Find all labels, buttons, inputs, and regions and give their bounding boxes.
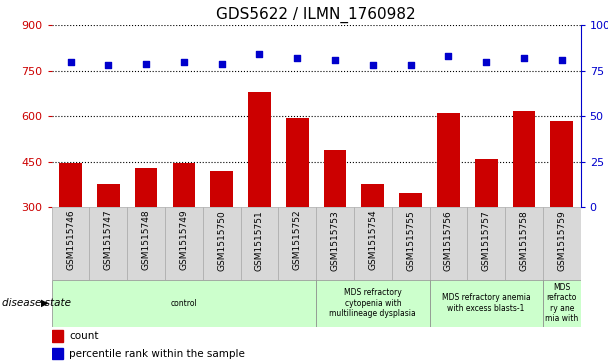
Bar [97, 184, 120, 207]
Text: GSM1515750: GSM1515750 [217, 210, 226, 270]
FancyBboxPatch shape [543, 280, 581, 327]
Bar [286, 118, 309, 207]
Point [179, 59, 188, 65]
FancyBboxPatch shape [354, 207, 392, 280]
Text: control: control [171, 299, 197, 307]
Text: GSM1515752: GSM1515752 [293, 210, 302, 270]
Text: GSM1515759: GSM1515759 [558, 210, 566, 270]
Point [217, 61, 227, 66]
FancyBboxPatch shape [392, 207, 429, 280]
Text: MDS refractory
cytopenia with
multilineage dysplasia: MDS refractory cytopenia with multilinea… [330, 288, 416, 318]
FancyBboxPatch shape [52, 207, 89, 280]
Text: GSM1515754: GSM1515754 [368, 210, 378, 270]
Point [368, 62, 378, 68]
Bar [173, 163, 195, 207]
Text: count: count [69, 331, 98, 341]
Bar [248, 92, 271, 207]
Point [103, 62, 113, 68]
Bar [437, 113, 460, 207]
Bar [59, 163, 82, 207]
Text: ▶: ▶ [41, 298, 48, 308]
Bar [550, 121, 573, 207]
Text: GSM1515757: GSM1515757 [482, 210, 491, 270]
FancyBboxPatch shape [543, 207, 581, 280]
Text: percentile rank within the sample: percentile rank within the sample [69, 348, 245, 359]
FancyBboxPatch shape [468, 207, 505, 280]
Text: GSM1515751: GSM1515751 [255, 210, 264, 270]
Text: MDS refractory anemia
with excess blasts-1: MDS refractory anemia with excess blasts… [442, 293, 531, 313]
FancyBboxPatch shape [505, 207, 543, 280]
Bar [52, 330, 63, 342]
FancyBboxPatch shape [52, 280, 316, 327]
Text: GSM1515748: GSM1515748 [142, 210, 151, 270]
Text: GSM1515756: GSM1515756 [444, 210, 453, 270]
Bar [323, 150, 347, 207]
Text: GSM1515749: GSM1515749 [179, 210, 188, 270]
FancyBboxPatch shape [89, 207, 127, 280]
Point [406, 62, 415, 68]
Point [519, 55, 529, 61]
FancyBboxPatch shape [203, 207, 241, 280]
Text: GSM1515755: GSM1515755 [406, 210, 415, 270]
Point [66, 59, 75, 65]
FancyBboxPatch shape [241, 207, 278, 280]
FancyBboxPatch shape [127, 207, 165, 280]
FancyBboxPatch shape [429, 207, 468, 280]
Text: MDS
refracto
ry ane
mia with: MDS refracto ry ane mia with [545, 283, 578, 323]
Text: GSM1515753: GSM1515753 [331, 210, 339, 270]
Bar [210, 171, 233, 207]
Point [330, 57, 340, 63]
FancyBboxPatch shape [316, 280, 429, 327]
FancyBboxPatch shape [316, 207, 354, 280]
Point [444, 53, 454, 59]
FancyBboxPatch shape [278, 207, 316, 280]
Point [255, 52, 264, 57]
Point [292, 55, 302, 61]
Text: disease state: disease state [2, 298, 71, 308]
Bar [399, 193, 422, 207]
Text: GSM1515746: GSM1515746 [66, 210, 75, 270]
Bar [475, 159, 497, 207]
Bar [135, 168, 157, 207]
Bar [52, 348, 63, 359]
Title: GDS5622 / ILMN_1760982: GDS5622 / ILMN_1760982 [216, 7, 416, 23]
Text: GSM1515747: GSM1515747 [104, 210, 113, 270]
Bar [362, 184, 384, 207]
Point [557, 57, 567, 63]
Point [482, 59, 491, 65]
Point [141, 61, 151, 66]
FancyBboxPatch shape [165, 207, 203, 280]
Bar [513, 111, 535, 207]
FancyBboxPatch shape [429, 280, 543, 327]
Text: GSM1515758: GSM1515758 [519, 210, 528, 270]
